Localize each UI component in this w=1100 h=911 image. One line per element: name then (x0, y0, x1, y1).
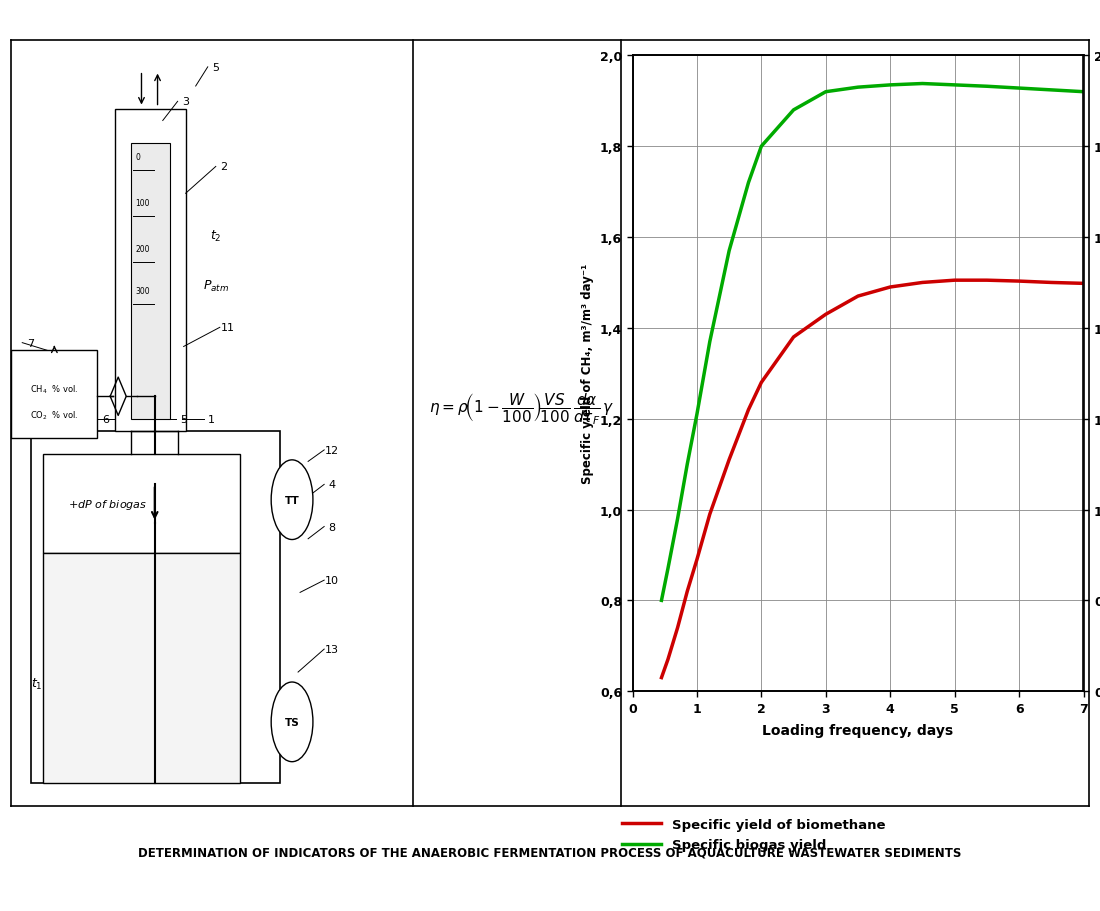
Text: 2: 2 (220, 162, 228, 172)
Text: DETERMINATION OF INDICATORS OF THE ANAEROBIC FERMENTATION PROCESS OF AQUACULTURE: DETERMINATION OF INDICATORS OF THE ANAER… (139, 845, 961, 858)
Text: TS: TS (285, 717, 299, 727)
Text: 1: 1 (208, 415, 216, 425)
Text: $+dP$ of biogas: $+dP$ of biogas (68, 497, 147, 511)
Text: 0: 0 (135, 153, 141, 162)
Y-axis label: Specific yield of CH₄, m³/m³ day⁻¹: Specific yield of CH₄, m³/m³ day⁻¹ (581, 264, 594, 484)
Text: $t_1$: $t_1$ (31, 676, 43, 691)
Legend: Specific yield of biomethane, Specific biogas yield: Specific yield of biomethane, Specific b… (616, 813, 891, 856)
Bar (43, 455, 240, 554)
Text: 100: 100 (135, 199, 150, 208)
Bar (43, 554, 240, 783)
Bar (132, 144, 169, 420)
Text: 3: 3 (183, 97, 189, 107)
Text: 7: 7 (26, 338, 34, 348)
Text: 11: 11 (221, 323, 234, 333)
Text: 5: 5 (212, 63, 219, 73)
Text: $P_{atm}$: $P_{atm}$ (202, 279, 229, 293)
Text: CH$_4$  % vol.: CH$_4$ % vol. (30, 383, 78, 395)
Bar (31, 431, 280, 783)
Text: 5: 5 (180, 415, 187, 425)
Circle shape (272, 682, 312, 762)
Text: 12: 12 (326, 445, 339, 456)
Bar (11, 351, 97, 439)
X-axis label: Loading frequency, days: Loading frequency, days (762, 723, 954, 737)
Text: 10: 10 (326, 576, 339, 586)
Text: 4: 4 (329, 480, 336, 490)
Text: 13: 13 (326, 644, 339, 654)
Text: 8: 8 (329, 522, 336, 532)
Text: CO$_2$  % vol.: CO$_2$ % vol. (30, 409, 78, 422)
Text: TT: TT (285, 496, 299, 505)
Bar (116, 110, 186, 431)
Text: 200: 200 (135, 245, 150, 254)
Text: 300: 300 (135, 287, 150, 296)
Circle shape (272, 460, 312, 540)
Text: $t_2$: $t_2$ (210, 229, 221, 243)
Text: $\eta = \rho\!\left(1 - \dfrac{W}{100}\right)\!\dfrac{VS}{100}\,\dfrac{d\alpha}{: $\eta = \rho\!\left(1 - \dfrac{W}{100}\r… (429, 391, 615, 426)
Text: 6: 6 (102, 415, 109, 425)
